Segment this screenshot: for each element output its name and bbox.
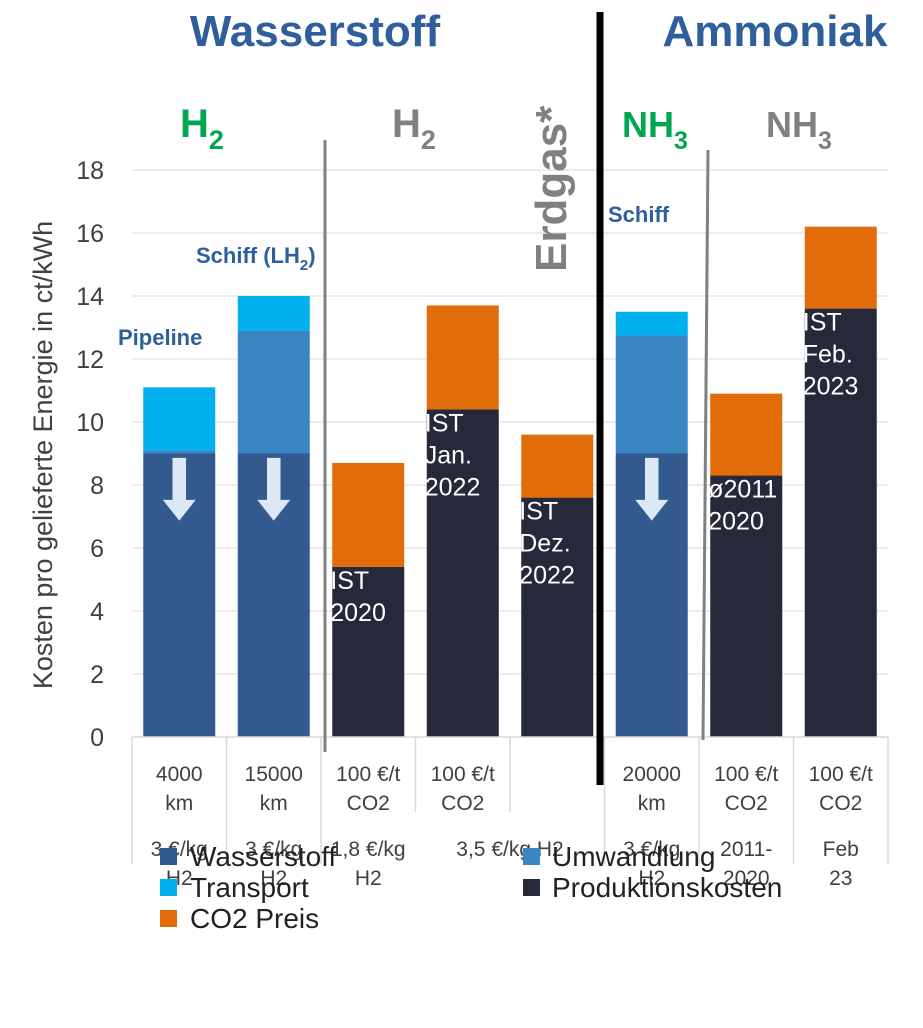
legend: Wasserstoff Umwandlung Transport Produkt… [160,841,782,934]
bar-segment-umwandlung [237,330,310,454]
category-label-line1: km [260,792,288,815]
bar-annotation: IST [425,409,464,437]
legend-label-transport: Transport [190,872,309,903]
bar-segment-umwandlung [143,450,216,454]
category-label-line2: 2011- [720,838,772,861]
label-nh3-green: NH3 [622,104,688,155]
divider-nh3 [701,149,710,741]
label-h2-gray: H2 [392,102,436,155]
bar-annotation: Dez. [519,530,570,558]
category-label-line1: 100 €/t [431,763,495,786]
category-label-line2: Feb [823,838,859,861]
label-pipeline: Pipeline [118,325,202,350]
bar-annotation: IST [330,567,369,595]
category-label-line2: H2 [260,867,287,890]
legend-label-wasserstoff: Wasserstoff [190,841,336,872]
bar-annotation: IST [519,498,558,526]
y-tick-label: 10 [76,409,104,437]
category-label-line1: km [638,792,666,815]
bar-annotation: 2023 [803,373,859,401]
y-axis-title: Kosten pro gelieferte Energie in ct/kWh [28,221,58,689]
legend-label-produktionskosten: Produktionskosten [552,872,782,903]
bar-annotation: 2022 [519,562,575,590]
category-label-line2: 3 €/kg [245,838,302,861]
legend-label-co2-preis: CO2 Preis [190,903,319,934]
category-label-line2: H2 [355,867,382,890]
label-schiff-lh2: Schiff (LH2) [196,243,316,274]
bar-segment-co2-preis [710,393,783,476]
y-tick-label: 8 [90,472,104,500]
down-arrow-icon [630,455,674,525]
category-label-line1: CO2 [347,792,390,815]
y-tick-label: 12 [76,346,104,374]
category-label-line1: 4000 [156,763,203,786]
title-ammoniak: Ammoniak [663,7,888,56]
bar-annotation: IST [803,309,842,337]
bar-segment-transport [615,311,688,336]
legend-swatch-transport [160,879,177,896]
bar-annotation: 2020 [330,599,386,627]
bar-annotations: IST 2020 IST Jan. 2022 IST Dez. 2022 ø2011 2020 IS… [330,309,858,627]
bar-segment-co2-preis [332,462,405,567]
bar-annotation: Feb. [803,341,853,369]
category-label-line2: 23 [829,867,852,890]
category-label-line1: CO2 [725,792,768,815]
bar-segment-produktionskosten [804,308,877,737]
legend-swatch-co2-preis [160,910,177,927]
label-schiff: Schiff [608,202,670,227]
category-label-line2: 1,8 €/kg [331,838,406,861]
category-label-merged: 3,5 €/kg H2 [456,838,563,861]
bar-segment-umwandlung [615,335,688,454]
y-tick-label: 2 [90,661,104,689]
legend-label-umwandlung: Umwandlung [552,841,715,872]
bar-segment-co2-preis [426,305,499,410]
category-label-line2: 2020 [723,867,770,890]
bar-annotation: 2020 [708,508,764,536]
bar-segment-transport [143,387,216,451]
bar-segment-transport [237,296,310,331]
title-wasserstoff: Wasserstoff [190,7,441,56]
bars [143,226,877,737]
bar-annotation: ø2011 [708,476,777,504]
down-arrow-icon [157,455,201,525]
y-tick-label: 14 [76,283,104,311]
label-nh3-gray: NH3 [766,104,832,155]
label-erdgas: Erdgas* [527,105,576,272]
bar-segment-produktionskosten [521,497,594,737]
category-label-line1: CO2 [819,792,862,815]
bar-segment-co2-preis [804,226,877,309]
bar-annotation: Jan. [425,441,472,469]
bar-annotation: 2022 [425,473,481,501]
down-arrow-icon [252,455,296,525]
y-tick-label: 16 [76,220,104,248]
label-h2-green: H2 [180,102,224,155]
legend-swatch-wasserstoff [160,848,177,865]
y-tick-label: 4 [90,598,104,626]
category-label-line1: 20000 [623,763,681,786]
category-label-line1: km [165,792,193,815]
y-tick-label: 0 [90,724,104,752]
legend-swatch-umwandlung [523,848,540,865]
category-label-line1: 100 €/t [714,763,778,786]
category-label-line2: H2 [638,867,665,890]
y-tick-label: 6 [90,535,104,563]
legend-swatch-produktionskosten [523,879,540,896]
category-label-line1: 15000 [245,763,303,786]
bar-segment-produktionskosten [332,566,405,737]
bar-segment-produktionskosten [710,475,783,737]
category-label-line2: 3 €/kg [623,838,680,861]
category-label-line1: CO2 [441,792,484,815]
y-tick-label: 18 [76,157,104,185]
category-label-line1: 100 €/t [336,763,400,786]
y-axis: 0 2 4 6 8 10 12 14 16 18 [76,157,104,752]
category-label-line1: 100 €/t [809,763,873,786]
bar-segment-co2-preis [521,434,594,498]
bar-segment-produktionskosten [426,409,499,737]
